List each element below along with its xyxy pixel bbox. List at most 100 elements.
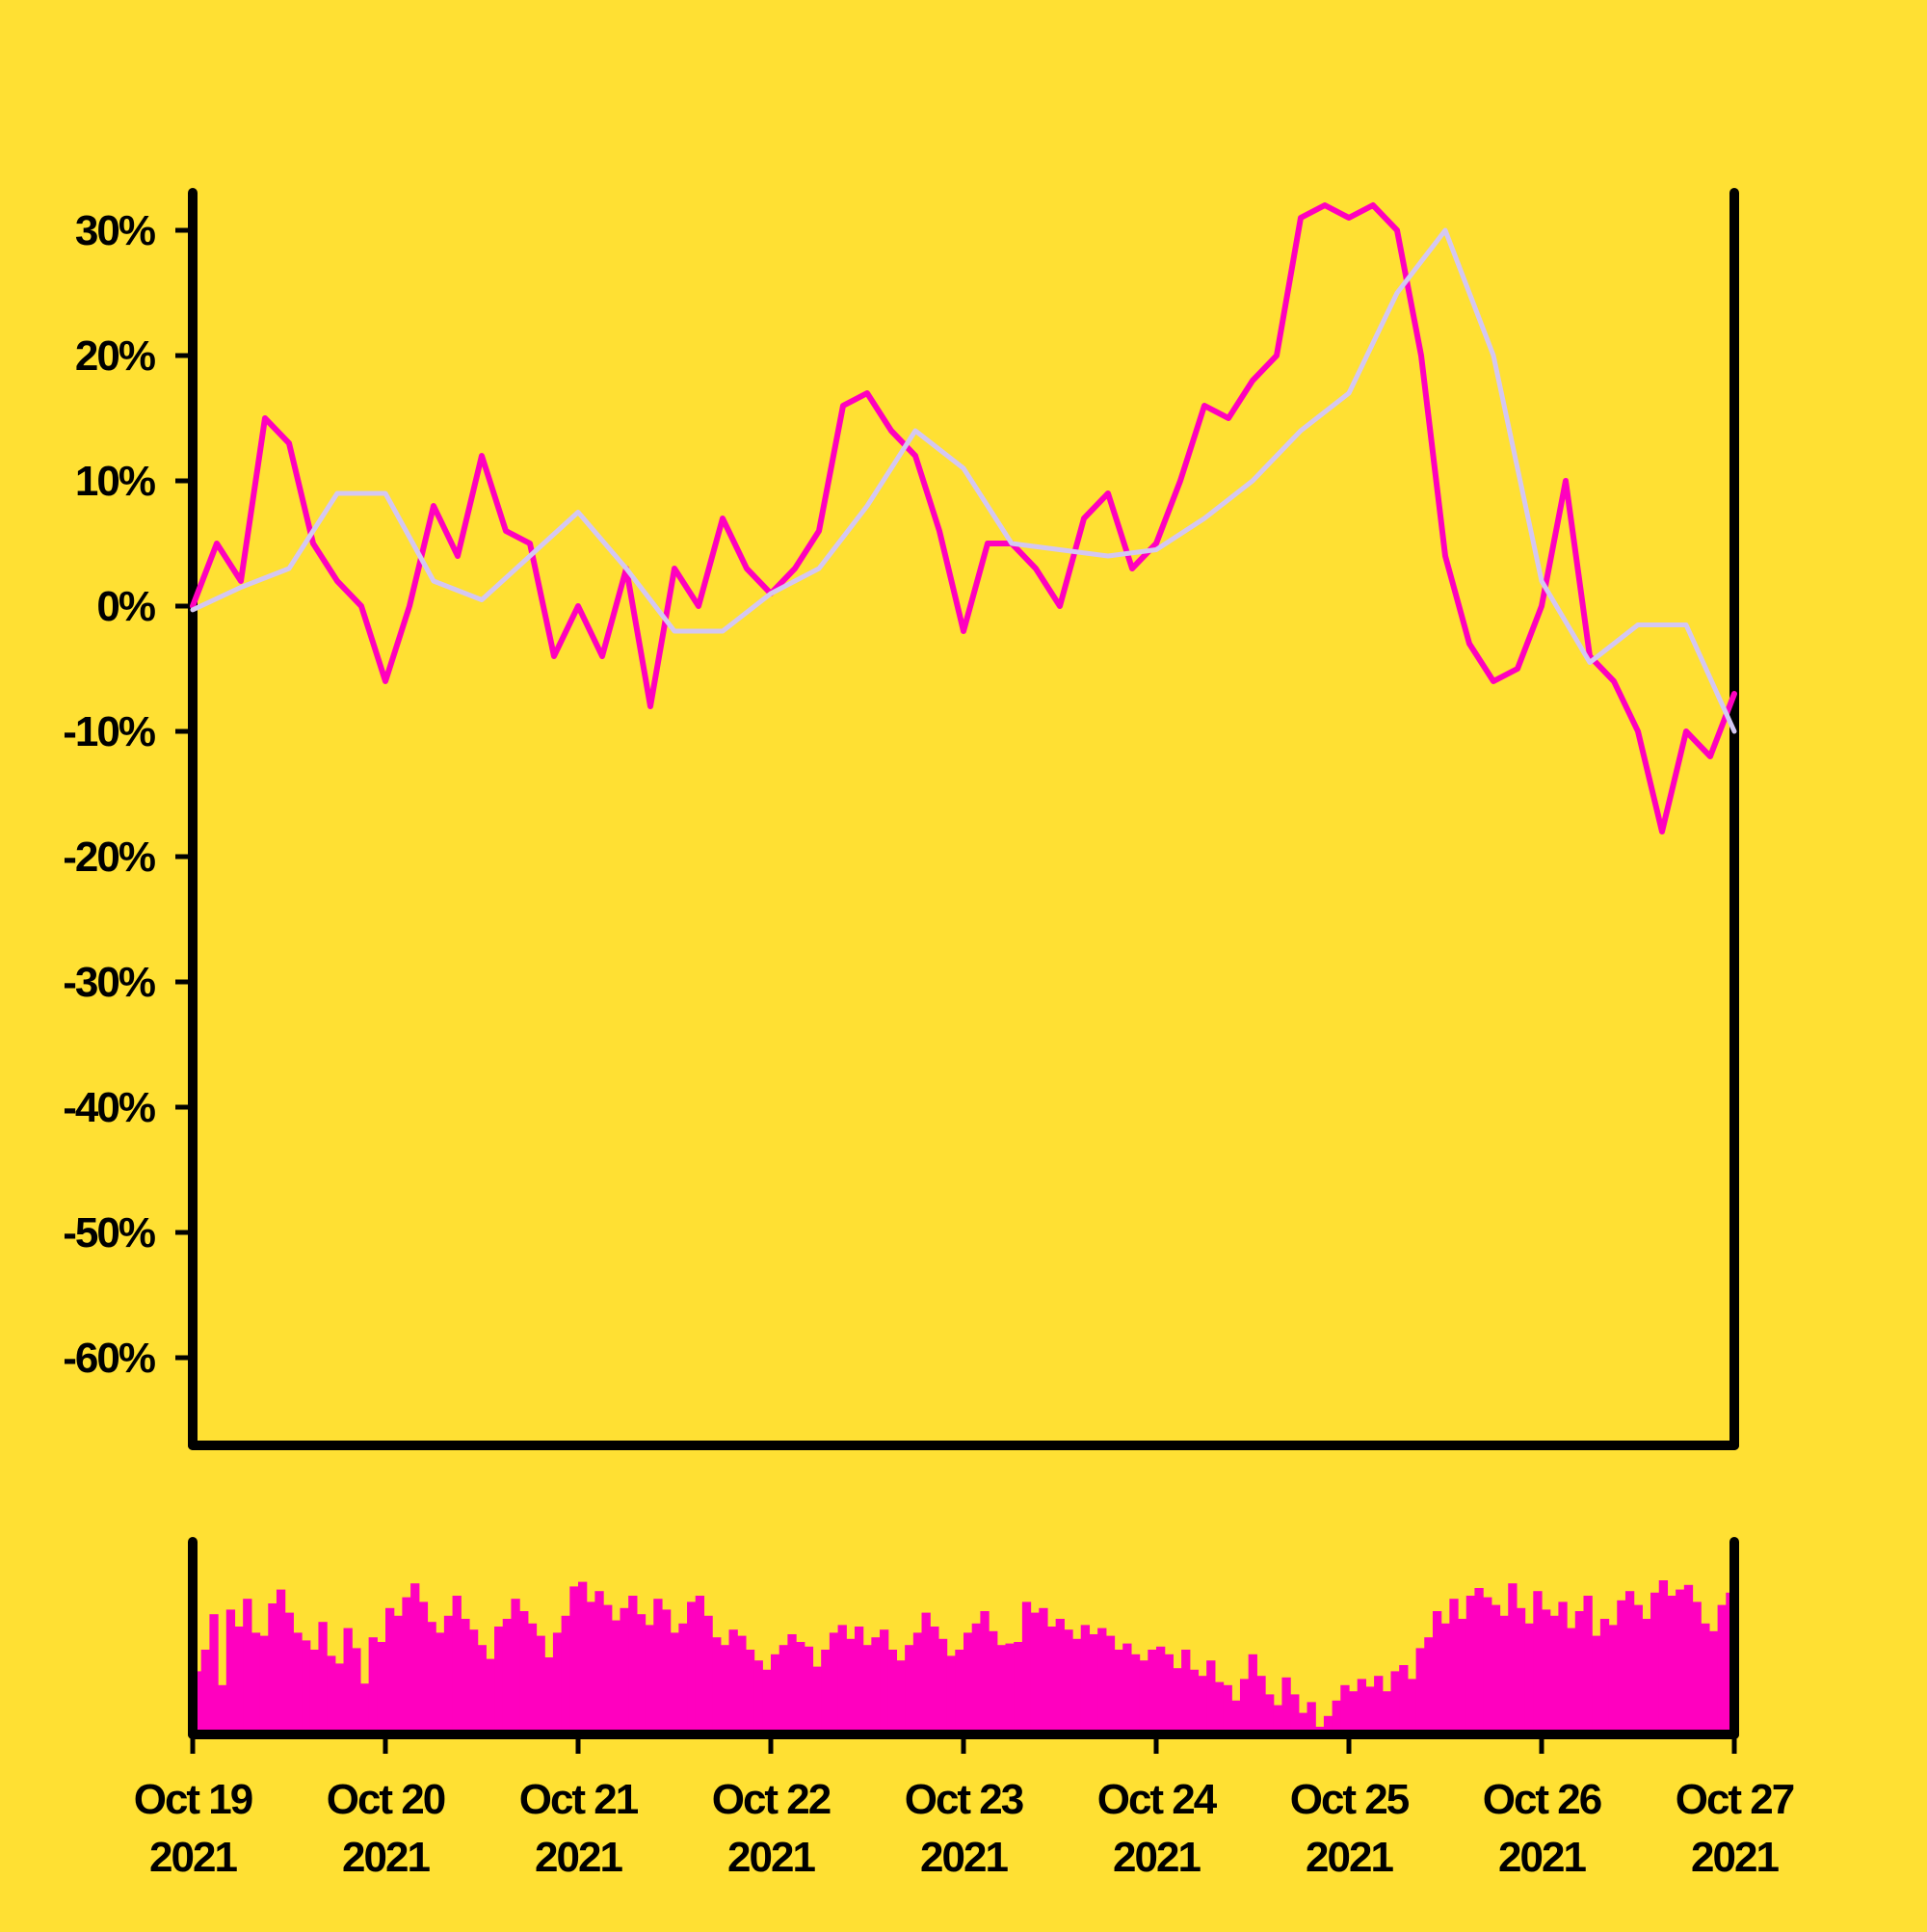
volume-bar: [1340, 1684, 1350, 1734]
volume-bar: [1239, 1679, 1250, 1734]
volume-bar: [1281, 1677, 1291, 1734]
volume-bar: [971, 1623, 981, 1734]
volume-bar: [880, 1629, 889, 1734]
volume-bar: [912, 1632, 923, 1734]
x-tick-label-date: Oct 22: [712, 1776, 831, 1823]
volume-bar: [762, 1669, 772, 1734]
volume-bar: [996, 1645, 1007, 1734]
volume-bar: [1139, 1660, 1148, 1734]
volume-bar: [862, 1645, 872, 1734]
volume-bar: [1005, 1643, 1015, 1734]
volume-bar: [1458, 1619, 1467, 1734]
volume-bar: [1424, 1637, 1434, 1734]
volume-bar: [1030, 1612, 1040, 1734]
volume-bar: [980, 1611, 990, 1734]
volume-bar: [1089, 1634, 1098, 1734]
volume-bar: [937, 1638, 948, 1734]
volume-bar: [209, 1614, 219, 1734]
volume-bar: [519, 1611, 529, 1734]
volume-bar: [745, 1650, 755, 1734]
volume-bar: [1592, 1635, 1601, 1734]
volume-bar: [1399, 1665, 1409, 1734]
volume-bar: [410, 1583, 420, 1734]
y-tick-label: 10%: [75, 458, 155, 505]
volume-bar: [1667, 1596, 1676, 1734]
volume-bar: [552, 1632, 563, 1734]
volume-bar: [653, 1599, 663, 1734]
volume-bar: [603, 1604, 613, 1734]
price-panel: 30% 20% 10% 0% -10% -20% -30% -40% -50% -60%: [63, 188, 1739, 1450]
volume-bar: [779, 1645, 788, 1734]
volume-bar: [1440, 1623, 1450, 1734]
volume-bar: [1130, 1654, 1141, 1734]
volume-bar: [1717, 1604, 1727, 1734]
volume-bar: [787, 1634, 797, 1734]
volume-bar: [1349, 1691, 1359, 1734]
volume-bar: [218, 1684, 227, 1734]
volume-bar: [1465, 1596, 1476, 1734]
volume-bar: [1039, 1607, 1048, 1734]
volume-bar: [946, 1655, 956, 1734]
y-tick-label: -30%: [63, 959, 155, 1006]
x-tick-label-date: Oct 24: [1097, 1776, 1218, 1823]
volume-bar: [578, 1581, 588, 1734]
volume-bar: [243, 1599, 252, 1734]
volume-bar: [1164, 1654, 1174, 1734]
x-tick-label-date: Oct 21: [519, 1776, 639, 1823]
volume-bar: [1692, 1601, 1702, 1734]
volume-bar: [930, 1627, 939, 1734]
volume-bar: [334, 1663, 345, 1734]
volume-bar: [468, 1629, 479, 1734]
volume-bar: [921, 1612, 931, 1734]
volume-bar: [871, 1637, 881, 1734]
y-tick-label: -60%: [63, 1335, 155, 1382]
volume-bar: [1046, 1627, 1057, 1734]
y-tick-label: 0%: [96, 583, 154, 630]
volume-bar: [486, 1658, 495, 1734]
volume-bar: [1617, 1600, 1626, 1734]
volume-bar: [1508, 1583, 1518, 1734]
volume-bar: [225, 1609, 236, 1734]
x-tick-label-date: Oct 19: [134, 1776, 252, 1823]
volume-bar: [293, 1632, 303, 1734]
y-tick-label: 20%: [75, 332, 155, 380]
volume-bar: [712, 1637, 722, 1734]
volume-bar: [846, 1638, 856, 1734]
volume-bar: [1608, 1625, 1618, 1734]
volume-bar: [1407, 1679, 1417, 1734]
volume-bar: [829, 1632, 839, 1734]
volume-bar: [1248, 1654, 1257, 1734]
volume-bar: [536, 1635, 545, 1734]
volume-bar: [728, 1629, 738, 1734]
volume-bar: [896, 1660, 906, 1734]
volume-bar: [393, 1615, 403, 1734]
volume-bar: [1382, 1691, 1392, 1734]
volume-bar: [494, 1627, 504, 1734]
x-tick-label-date: Oct 26: [1483, 1776, 1601, 1823]
volume-bar: [1014, 1642, 1023, 1734]
volume-bar: [427, 1622, 436, 1734]
y-tick-label: -20%: [63, 834, 155, 881]
volume-bar: [1290, 1694, 1300, 1734]
volume-bar: [251, 1632, 261, 1734]
volume-bar: [1701, 1623, 1710, 1734]
volume-bar: [1148, 1650, 1157, 1734]
volume-bar: [1483, 1597, 1492, 1734]
volume-bar: [284, 1612, 294, 1734]
volume-bar: [402, 1597, 411, 1734]
volume-bar: [1307, 1702, 1316, 1734]
volume-bar: [1206, 1660, 1216, 1734]
volume-bar: [502, 1619, 513, 1734]
volume-bar: [594, 1591, 604, 1734]
volume-bar: [418, 1601, 429, 1734]
volume-bar: [887, 1650, 898, 1734]
volume-bar: [1231, 1700, 1241, 1734]
volume-bar: [1357, 1679, 1366, 1734]
y-tick-label: -40%: [63, 1084, 155, 1131]
volume-bar: [1214, 1681, 1225, 1734]
volume-bar: [687, 1601, 697, 1734]
volume-bar: [1072, 1638, 1082, 1734]
volume-bar: [1273, 1705, 1283, 1734]
x-tick-label-year: 2021: [1691, 1834, 1779, 1881]
